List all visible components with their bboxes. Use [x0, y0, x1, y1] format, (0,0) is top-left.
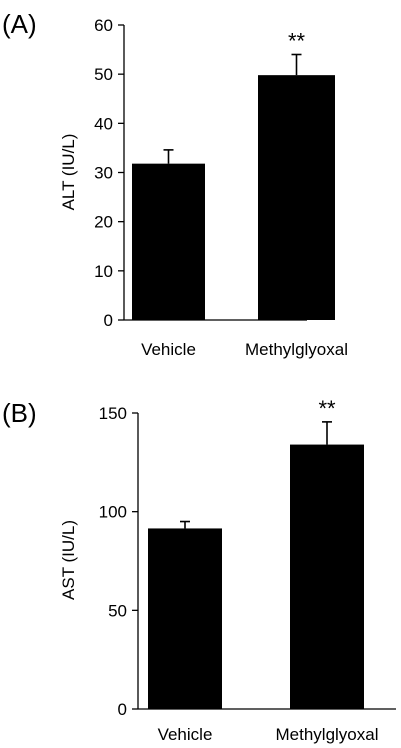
- panel-b-y-tick-label: 100: [99, 503, 127, 522]
- panel-b-y-tick-label: 50: [108, 601, 127, 620]
- panel-a-y-tick-label: 30: [94, 164, 113, 183]
- panel-a-y-tick-label: 10: [94, 262, 113, 281]
- panel-b-y-tick-label: 0: [118, 700, 127, 719]
- panel-a-bar-0: [132, 163, 205, 320]
- panel-b-x-categories: Vehicle Methylglyoxal: [158, 725, 379, 744]
- panel-b-significance-1: **: [318, 396, 336, 421]
- panel-a-y-tick-label: 40: [94, 114, 113, 133]
- panel-b-y-ticks: 0 50 100 150: [99, 404, 138, 719]
- panel-a-bar-1: [258, 75, 335, 321]
- panel-b-bar-0: [148, 528, 222, 709]
- panel-a-y-axis-label: ALT (IU/L): [59, 134, 78, 211]
- panel-a-bars: **: [132, 29, 335, 321]
- panel-b-category-label-1: Methylglyoxal: [276, 725, 379, 744]
- panel-a-x-categories: Vehicle Methylglyoxal: [141, 340, 348, 359]
- panel-b-category-label-0: Vehicle: [158, 725, 213, 744]
- panel-b: (B) AST (IU/L) ** 0 50 100 150 Vehicle Methy…: [2, 396, 396, 744]
- panel-a-y-ticks: 0 10 20 30 40 50 60: [94, 16, 124, 330]
- panel-a-y-tick-label: 0: [104, 311, 113, 330]
- panel-a-significance-1: **: [288, 29, 306, 54]
- panel-b-bars: **: [148, 396, 364, 709]
- panel-b-y-tick-label: 150: [99, 404, 127, 423]
- panel-a: (A) ALT (IU/L) ** 0 10 20 30 40 50 60 Vehicle M…: [2, 9, 348, 359]
- panel-a-category-label-1: Methylglyoxal: [245, 340, 348, 359]
- panel-a-y-tick-label: 60: [94, 16, 113, 35]
- panel-a-y-tick-label: 50: [94, 65, 113, 84]
- panel-b-y-axis-label: AST (IU/L): [59, 520, 78, 600]
- panel-a-category-label-0: Vehicle: [141, 340, 196, 359]
- panel-b-bar-1: [290, 444, 364, 709]
- panel-b-label: (B): [2, 398, 37, 428]
- panel-a-label: (A): [2, 9, 37, 39]
- panel-a-y-tick-label: 20: [94, 213, 113, 232]
